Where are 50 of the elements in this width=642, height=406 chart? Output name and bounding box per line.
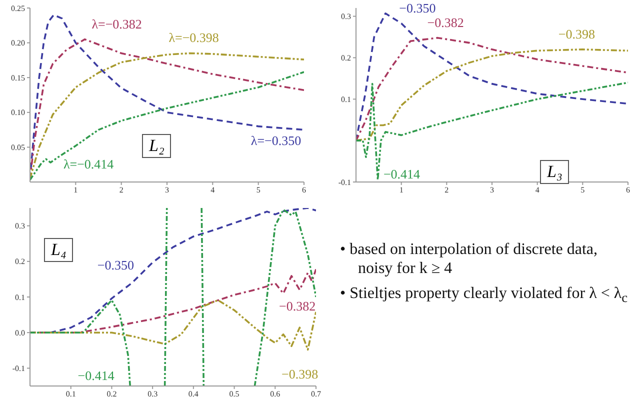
- x-tick-label: 0.6: [270, 390, 280, 399]
- x-tick-label: 3: [165, 186, 169, 195]
- series-label: −0.350: [399, 0, 436, 16]
- series-label: λ=−0.350: [250, 132, 302, 148]
- y-tick-label: 0.20: [11, 38, 25, 48]
- y-tick-label: 0.0: [15, 328, 25, 338]
- series-label: −0.398: [558, 26, 595, 42]
- y-tick-label: 0.10: [11, 108, 25, 118]
- x-tick-label: 3: [490, 186, 494, 195]
- x-tick-label: 5: [580, 186, 585, 195]
- x-tick-label: 4: [535, 186, 540, 195]
- y-tick-label: 0.25: [11, 4, 25, 13]
- y-tick-label: 0.1: [341, 94, 351, 104]
- series-label: −0.382: [427, 14, 464, 30]
- x-tick-label: 1: [74, 186, 78, 195]
- series-label: λ=−0.382: [92, 16, 142, 32]
- x-tick-label: 6: [626, 186, 630, 195]
- y-tick-label: -0.1: [338, 178, 351, 187]
- text: L₃: [540, 160, 570, 184]
- x-tick-label: 1: [399, 186, 404, 195]
- x-tick-label: 0.7: [311, 390, 321, 399]
- text: L₄: [44, 238, 74, 262]
- y-tick-label: 0.3: [341, 12, 351, 22]
- x-tick-label: 2: [444, 186, 449, 195]
- y-tick-label: -0.1: [12, 364, 25, 374]
- text: L₂: [142, 134, 172, 158]
- y-tick-label: 0.2: [15, 257, 25, 266]
- x-tick-label: 0.1: [66, 390, 76, 399]
- series-label: λ=−0.414: [63, 156, 114, 172]
- x-tick-label: 2: [119, 186, 124, 195]
- x-tick-label: 5: [256, 186, 260, 195]
- y-tick-label: 0.05: [11, 143, 25, 152]
- x-tick-label: 0.4: [188, 390, 198, 399]
- x-tick-label: 0.2: [106, 390, 117, 399]
- y-tick-label: 0.2: [341, 54, 351, 63]
- text: • Stieltjes property clearly violated for λ < λ$_{c}$: [340, 284, 629, 307]
- x-tick-label: 4: [210, 186, 215, 195]
- y-tick-label: 0.15: [11, 73, 25, 82]
- x-tick-label: 0.5: [229, 390, 240, 399]
- series-label: −0.414: [383, 166, 421, 182]
- series-label: λ=−0.398: [168, 30, 219, 46]
- x-tick-label: 0.3: [148, 390, 158, 399]
- y-tick-label: 0.3: [15, 222, 25, 231]
- text: • based on interpolation of discrete data, noisy for k ≥ 4: [340, 240, 599, 278]
- series-label: −0.398: [282, 366, 318, 382]
- series-label: −0.350: [97, 257, 134, 272]
- series-label: −0.414: [78, 368, 115, 384]
- x-tick-label: 6: [302, 186, 306, 195]
- series-label: −0.382: [279, 298, 316, 314]
- y-tick-label: 0.1: [15, 292, 25, 302]
